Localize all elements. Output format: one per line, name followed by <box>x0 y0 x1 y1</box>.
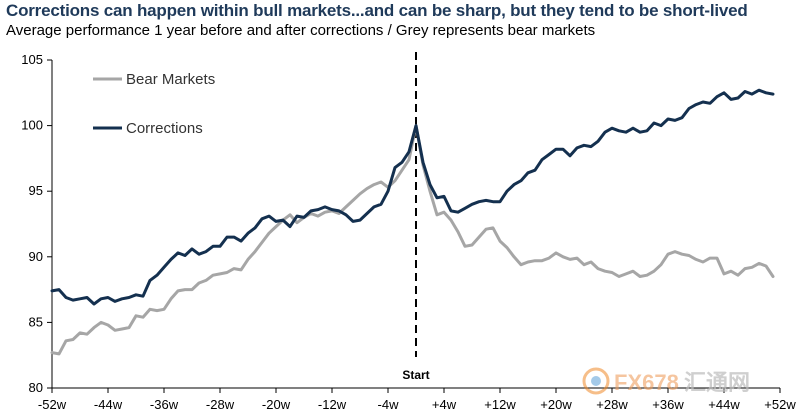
x-tick-label: +28w <box>596 397 628 412</box>
x-tick-label: -28w <box>206 397 235 412</box>
watermark: FX678 汇通网 <box>582 367 750 395</box>
chart-title: Corrections can happen within bull marke… <box>6 1 748 20</box>
x-tick-label: +4w <box>432 397 457 412</box>
axes: 80 85 90 95 100 105 -52w -44w -36w -28w -20w -12w -4… <box>21 52 796 412</box>
legend: Bear Markets Corrections <box>93 71 215 137</box>
series-group <box>50 88 775 356</box>
watermark-cn: 汇通网 <box>684 370 750 395</box>
y-tick-label: 105 <box>21 52 43 67</box>
x-tick-label: +20w <box>540 397 572 412</box>
watermark-swirl-core-icon <box>591 376 601 386</box>
x-tick-label: +52w <box>764 397 796 412</box>
legend-label-corrections: Corrections <box>126 120 203 137</box>
y-tick-label: 100 <box>21 118 43 133</box>
y-tick-label: 95 <box>29 183 43 198</box>
watermark-logo <box>582 367 610 395</box>
chart-subtitle: Average performance 1 year before and af… <box>6 22 596 39</box>
x-tick-label: +12w <box>484 397 516 412</box>
legend-label-bear-markets: Bear Markets <box>126 71 215 88</box>
y-tick-label: 90 <box>29 249 43 264</box>
x-tick-label: +44w <box>708 397 740 412</box>
series-line-bear-markets <box>50 124 775 356</box>
x-tick-label: -52w <box>38 397 67 412</box>
x-tick-label: +36w <box>652 397 684 412</box>
watermark-swirl-icon <box>582 367 610 395</box>
watermark-brand: FX678 <box>614 370 679 395</box>
series-line-corrections <box>50 88 775 306</box>
start-label: Start <box>402 368 429 382</box>
y-tick-label: 85 <box>29 314 43 329</box>
x-tick-label: -44w <box>94 397 123 412</box>
y-tick-label: 80 <box>29 380 43 395</box>
x-tick-label: -20w <box>262 397 291 412</box>
x-tick-label: -12w <box>318 397 347 412</box>
x-tick-label: -36w <box>150 397 179 412</box>
x-tick-label: -4w <box>378 397 400 412</box>
